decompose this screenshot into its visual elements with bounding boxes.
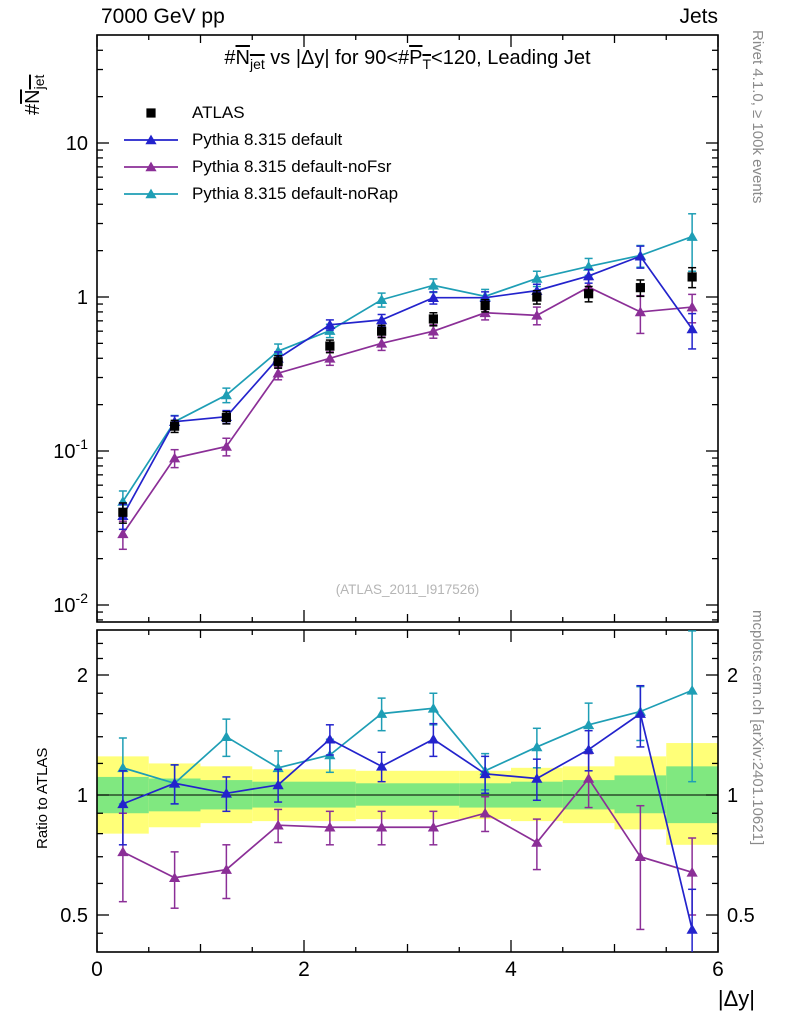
legend-item: Pythia 8.315 default-noRap xyxy=(122,180,398,207)
beam-label: 7000 GeV pp xyxy=(101,5,225,28)
triangle-marker-icon xyxy=(124,188,178,198)
svg-text:2: 2 xyxy=(727,665,738,687)
legend-label: Pythia 8.315 default-noRap xyxy=(192,183,399,203)
x-axis-label: |Δy| xyxy=(717,986,755,1011)
svg-text:0: 0 xyxy=(91,958,103,981)
svg-text:0.5: 0.5 xyxy=(727,905,755,927)
watermark-analysis-id: (ATLAS_2011_I917526) xyxy=(335,582,480,597)
plot-title: #Njet vs |Δy| for 90<#PT<120, Leading Je… xyxy=(224,47,591,72)
svg-text:10: 10 xyxy=(66,133,88,155)
legend-item: ATLAS xyxy=(122,99,398,126)
svg-text:1: 1 xyxy=(77,287,88,309)
svg-text:2: 2 xyxy=(298,958,310,981)
legend-item: Pythia 8.315 default xyxy=(122,126,398,153)
svg-text:0.5: 0.5 xyxy=(60,905,88,927)
legend-item: Pythia 8.315 default-noFsr xyxy=(122,153,398,180)
svg-text:6: 6 xyxy=(712,958,724,981)
legend: ATLAS Pythia 8.315 default Pythia 8.315 de… xyxy=(122,99,398,207)
legend-label: Pythia 8.315 default xyxy=(192,129,343,149)
analysis-group-label: Jets xyxy=(679,5,718,28)
square-marker-icon xyxy=(146,107,156,118)
mcplots-arxiv-note: mcplots.cern.ch [arXiv:2401.10621] xyxy=(749,610,766,846)
legend-label: ATLAS xyxy=(192,102,245,122)
rivet-version-note: Rivet 4.1.0, ≥ 100k events xyxy=(749,30,766,204)
triangle-marker-icon xyxy=(124,134,178,144)
legend-label: Pythia 8.315 default-noFsr xyxy=(192,156,392,176)
svg-text:1: 1 xyxy=(727,785,738,807)
ratio-axis-label: Ratio to ATLAS xyxy=(34,747,51,849)
y-axis-label: #Njet xyxy=(22,74,47,115)
svg-text:2: 2 xyxy=(77,665,88,687)
svg-text:10-1: 10-1 xyxy=(53,436,88,463)
svg-text:4: 4 xyxy=(505,958,517,981)
triangle-marker-icon xyxy=(124,161,178,171)
svg-text:1: 1 xyxy=(77,785,88,807)
svg-text:10-2: 10-2 xyxy=(53,590,88,617)
